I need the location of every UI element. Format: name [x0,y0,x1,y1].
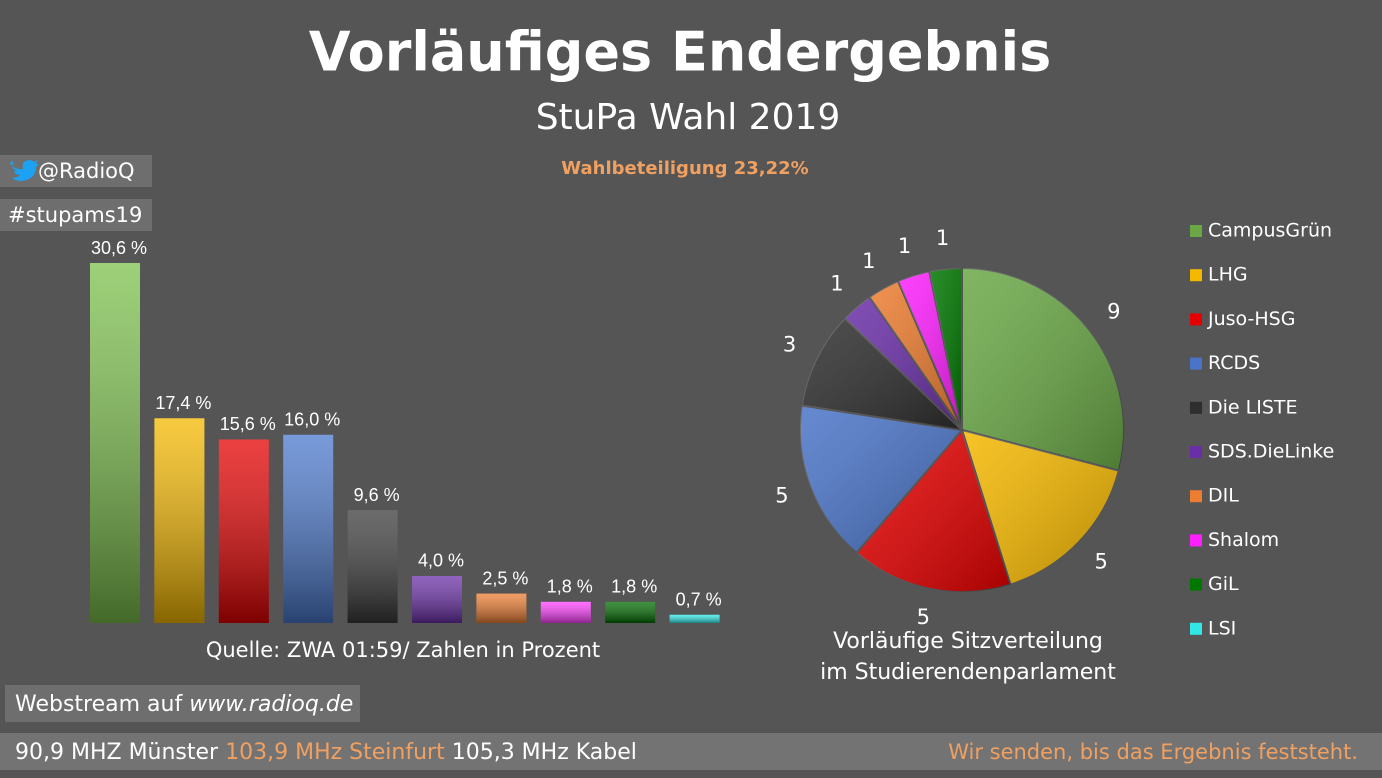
legend-swatch [1190,401,1202,414]
bar-shade [154,418,205,623]
legend-swatch [1190,357,1202,370]
legend-label: SDS.DieLinke [1208,441,1334,463]
value-label: 17,4 % [155,393,211,413]
turnout: Wahlbeteiligung 23,22% [561,158,808,179]
pie-label: 5 [917,605,930,629]
pie-shade [800,405,962,553]
source: Quelle: ZWA 01:59/ Zahlen in Prozent [206,638,600,662]
legend-label: CampusGrün [1208,220,1332,242]
pie-label: 3 [783,332,796,356]
value-label: 2,5 % [482,568,528,588]
pie-shade [962,268,1124,471]
pie-label: 9 [1107,299,1120,323]
pie-shade [898,271,962,430]
value-label: 16,0 % [284,410,340,430]
bar-shade [347,510,398,623]
hashtag: #stupams19 [8,203,142,227]
legend-swatch [1190,534,1202,547]
bar-shade [283,434,334,623]
legend-swatch [1190,446,1202,458]
webstream-text: Webstream auf [15,692,183,717]
legend-label: DIL [1208,485,1239,507]
pie-title: im Studierendenparlament [820,660,1116,685]
bar-shade [90,263,140,623]
pie-label: 1 [862,249,875,273]
value-label: 1,8 % [547,577,593,597]
pie-shade [856,430,1011,592]
pie-label: 5 [1094,549,1107,573]
legend-label: Juso-HSG [1207,308,1295,330]
pie-label: 5 [775,484,788,508]
legend-swatch [1190,578,1202,591]
pie-shade [801,318,962,430]
webstream-box [5,685,360,722]
pie-shade [962,430,1119,585]
frequency: 103,9 MHz Steinfurt [225,740,445,765]
legend-label: LHG [1208,264,1248,286]
footer-note: Wir senden, bis das Ergebnis feststeht. [948,740,1358,764]
bar-shade [540,601,591,623]
subtitle: StuPa Wahl 2019 [536,97,841,138]
legend-label: Shalom [1208,529,1279,551]
pie-label: 1 [830,271,843,295]
twitter-icon [10,158,39,181]
value-label: 0,7 % [676,590,722,610]
legend-swatch [1190,269,1202,282]
hashtag-box [0,199,152,231]
frequency: 90,9 MHZ Münster [15,740,219,765]
bar-shade [412,575,462,623]
value-label: 15,6 % [220,414,276,434]
pie-title: Vorläufige Sitzverteilung [833,629,1103,654]
frequencies: 90,9 MHZ Münster 103,9 MHz Steinfurt 105,3… [15,740,637,765]
title: Vorläufiges Endergebnis [309,21,1051,84]
pie-shade [844,297,962,430]
legend-swatch [1190,225,1202,237]
frequency: 105,3 MHz Kabel [452,740,637,765]
footer-bar [0,733,1382,770]
legend-label: GiL [1208,573,1239,595]
pie-shade [929,268,962,430]
webstream-url[interactable]: www.radioq.de [189,692,353,717]
value-label: 1,8 % [611,577,657,597]
pie-shade [869,281,962,430]
legend-swatch [1190,622,1202,635]
legend-label: LSI [1208,617,1236,639]
legend-swatch [1190,490,1202,503]
value-label: 30,6 % [91,238,147,258]
legend-swatch [1190,313,1202,326]
value-label: 4,0 % [418,551,464,571]
webstream: Webstream auf www.radioq.de [15,692,353,717]
bar-shade [605,601,656,623]
legend-label: RCDS [1208,352,1260,374]
bar-shade [476,593,527,623]
legend-label: Die LISTE [1208,396,1298,418]
twitter-handle: @RadioQ [38,159,135,183]
pie-label: 1 [898,234,911,258]
bar-shade [669,614,720,623]
bar-shade [218,439,269,623]
pie-label: 1 [936,226,949,250]
value-label: 9,6 % [354,485,400,505]
